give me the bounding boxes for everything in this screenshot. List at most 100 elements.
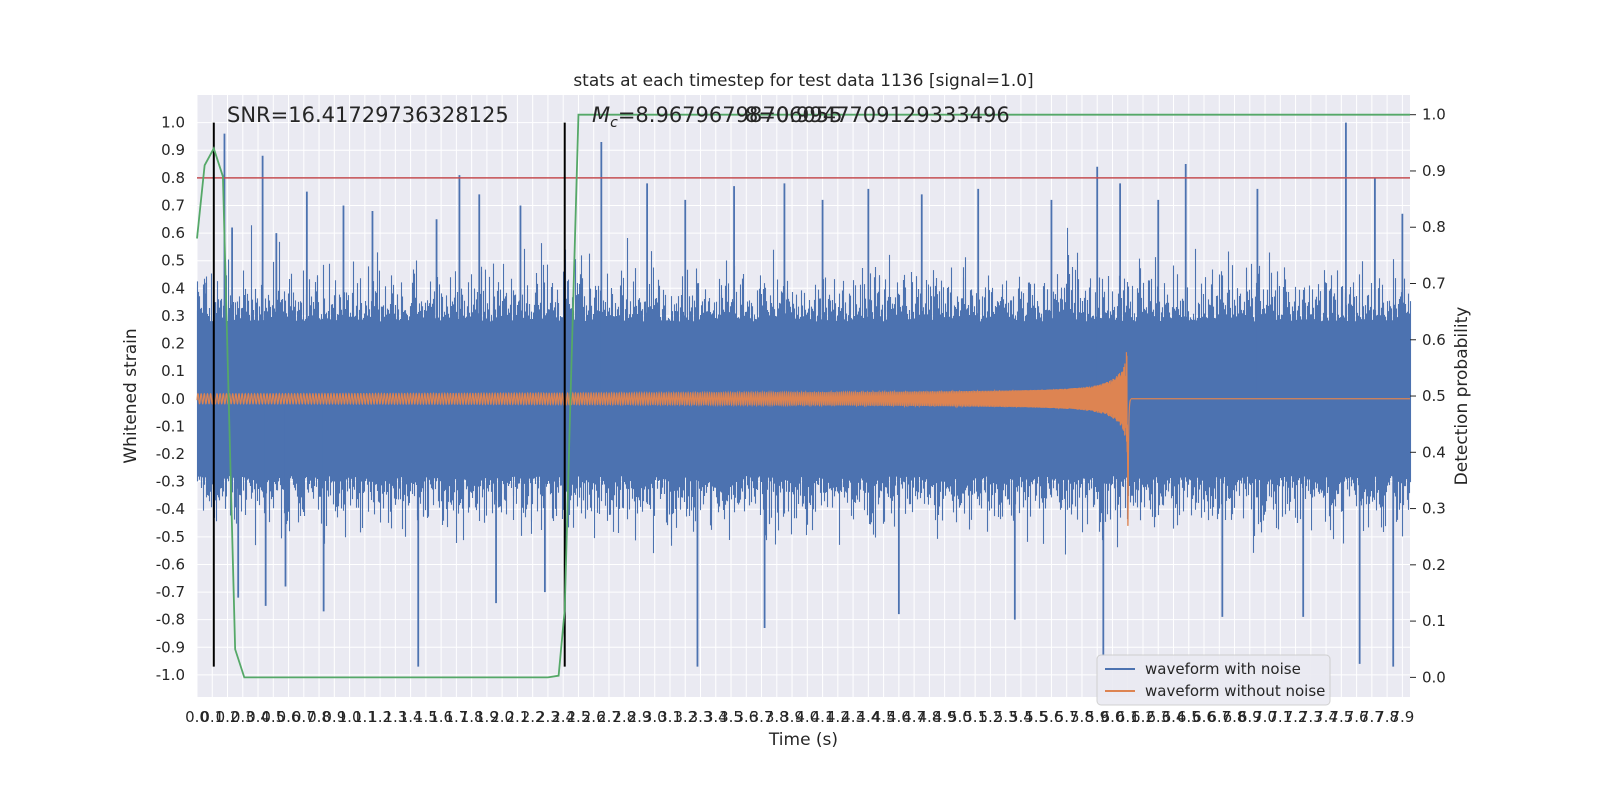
y-tick-label: 0.0 (161, 390, 185, 408)
x-tick-label: 6.1 (1116, 708, 1140, 726)
x-tick-label: 6.0 (1101, 708, 1125, 726)
x-tick-label: 0.0 (185, 708, 209, 726)
y-tick-label: -1.0 (156, 666, 185, 684)
x-tick-label: 7.1 (1268, 708, 1292, 726)
x-tick-label: 0.5 (261, 708, 285, 726)
x-tick-label: 7.3 (1299, 708, 1323, 726)
y2-tick-label: 0.0 (1422, 668, 1446, 686)
x-tick-label: 4.9 (933, 708, 957, 726)
x-tick-label: 3.7 (750, 708, 774, 726)
y-tick-label: -0.7 (156, 583, 185, 601)
x-tick-label: 3.0 (643, 708, 667, 726)
x-tick-label: 0.8 (307, 708, 331, 726)
legend-label-clean: waveform without noise (1145, 682, 1325, 700)
x-tick-label: 5.8 (1070, 708, 1094, 726)
y2-axis-label: Detection probability (1452, 307, 1472, 486)
x-tick-label: 1.3 (383, 708, 407, 726)
x-tick-label: 3.4 (704, 708, 728, 726)
x-tick-label: 3.3 (689, 708, 713, 726)
x-tick-label: 1.1 (353, 708, 377, 726)
x-tick-label: 1.6 (429, 708, 453, 726)
y-tick-label: 0.2 (161, 335, 185, 353)
y-tick-label: 0.1 (161, 362, 185, 380)
x-tick-label: 2.0 (490, 708, 514, 726)
x-tick-label: 6.5 (1177, 708, 1201, 726)
x-tick-label: 1.9 (475, 708, 499, 726)
x-axis-ticks: 0.00.10.20.30.40.50.60.70.80.91.01.11.21… (185, 708, 1414, 726)
y-tick-label: -0.2 (156, 445, 185, 463)
y-tick-label: -0.6 (156, 555, 185, 573)
x-tick-label: 0.9 (322, 708, 346, 726)
x-tick-label: 1.0 (338, 708, 362, 726)
y-tick-label: -0.8 (156, 611, 185, 629)
x-tick-label: 1.5 (414, 708, 438, 726)
y2-tick-label: 0.1 (1422, 612, 1446, 630)
x-tick-label: 4.7 (902, 708, 926, 726)
y2-tick-label: 0.6 (1422, 331, 1446, 349)
x-tick-label: 7.0 (1253, 708, 1277, 726)
x-tick-label: 2.7 (597, 708, 621, 726)
x-tick-label: 3.2 (673, 708, 697, 726)
y-tick-label: 0.9 (161, 141, 185, 159)
series-layer (196, 113, 1412, 679)
x-tick-label: 3.8 (765, 708, 789, 726)
x-tick-label: 4.2 (826, 708, 850, 726)
y-tick-label: 1.0 (161, 114, 185, 132)
x-tick-label: 2.1 (505, 708, 529, 726)
x-tick-label: 5.2 (978, 708, 1002, 726)
snr-annotation: SNR=16.41729736328125 (227, 103, 509, 127)
x-tick-label: 1.2 (368, 708, 392, 726)
x-tick-label: 6.6 (1192, 708, 1216, 726)
x-tick-label: 2.8 (612, 708, 636, 726)
x-tick-label: 7.2 (1284, 708, 1308, 726)
mc-symbol: M (592, 103, 610, 127)
legend: waveform with noise waveform without noi… (1096, 654, 1331, 706)
x-tick-label: 4.0 (795, 708, 819, 726)
y-tick-label: 0.6 (161, 224, 185, 242)
y-tick-label: 0.7 (161, 196, 185, 214)
y2-tick-label: 0.9 (1422, 162, 1446, 180)
y2-tick-label: 0.5 (1422, 387, 1446, 405)
x-tick-label: 3.6 (734, 708, 758, 726)
x-tick-label: 0.6 (277, 708, 301, 726)
legend-box (1096, 654, 1331, 706)
noise-waveform-spikes (196, 225, 1405, 555)
x-tick-label: 7.7 (1360, 708, 1384, 726)
x-tick-label: 1.8 (460, 708, 484, 726)
x-tick-label: 7.6 (1345, 708, 1369, 726)
y-axis-label: Whitened strain (121, 328, 141, 463)
x-tick-label: 6.4 (1162, 708, 1186, 726)
overlapping-annotation: 8=0.9947709129333496 (745, 103, 1010, 127)
x-tick-label: 3.5 (719, 708, 743, 726)
x-tick-label: 7.9 (1390, 708, 1414, 726)
x-tick-label: 6.8 (1223, 708, 1247, 726)
x-tick-label: 6.3 (1146, 708, 1170, 726)
legend-label-noise: waveform with noise (1145, 660, 1301, 678)
clean-waveform (196, 352, 1132, 526)
mc-value: =8.96796798706055 (618, 103, 843, 127)
x-tick-label: 0.4 (246, 708, 270, 726)
y2-axis-ticks: 0.0 0.1 0.2 0.3 0.4 0.5 0.6 0.7 0.8 0.9 1.0 (1410, 106, 1446, 686)
x-tick-label: 5.5 (1024, 708, 1048, 726)
x-tick-label: 2.5 (567, 708, 591, 726)
detection-probability-line (196, 113, 1410, 679)
y2-tick-label: 1.0 (1422, 106, 1446, 124)
y-tick-label: -0.4 (156, 500, 185, 518)
y-tick-label: 0.8 (161, 169, 185, 187)
y-tick-label: -0.1 (156, 417, 185, 435)
x-tick-label: 2.4 (551, 708, 575, 726)
x-tick-label: 5.0 (948, 708, 972, 726)
x-tick-label: 5.1 (963, 708, 987, 726)
chirp-mass-annotation: Mc=8.96796798706055 (592, 103, 843, 131)
x-tick-label: 1.4 (399, 708, 423, 726)
x-tick-label: 0.3 (231, 708, 255, 726)
x-tick-label: 5.6 (1040, 708, 1064, 726)
y-axis-ticks: -1.0 -0.9 -0.8 -0.7 -0.6 -0.5 -0.4 -0.3 -0.2 -0.1… (156, 114, 185, 684)
x-tick-label: 4.6 (887, 708, 911, 726)
x-tick-label: 0.7 (292, 708, 316, 726)
x-tick-label: 5.3 (994, 708, 1018, 726)
x-tick-label: 1.7 (444, 708, 468, 726)
x-tick-label: 5.7 (1055, 708, 1079, 726)
x-tick-label: 0.2 (216, 708, 240, 726)
x-axis-label: Time (s) (768, 730, 838, 750)
